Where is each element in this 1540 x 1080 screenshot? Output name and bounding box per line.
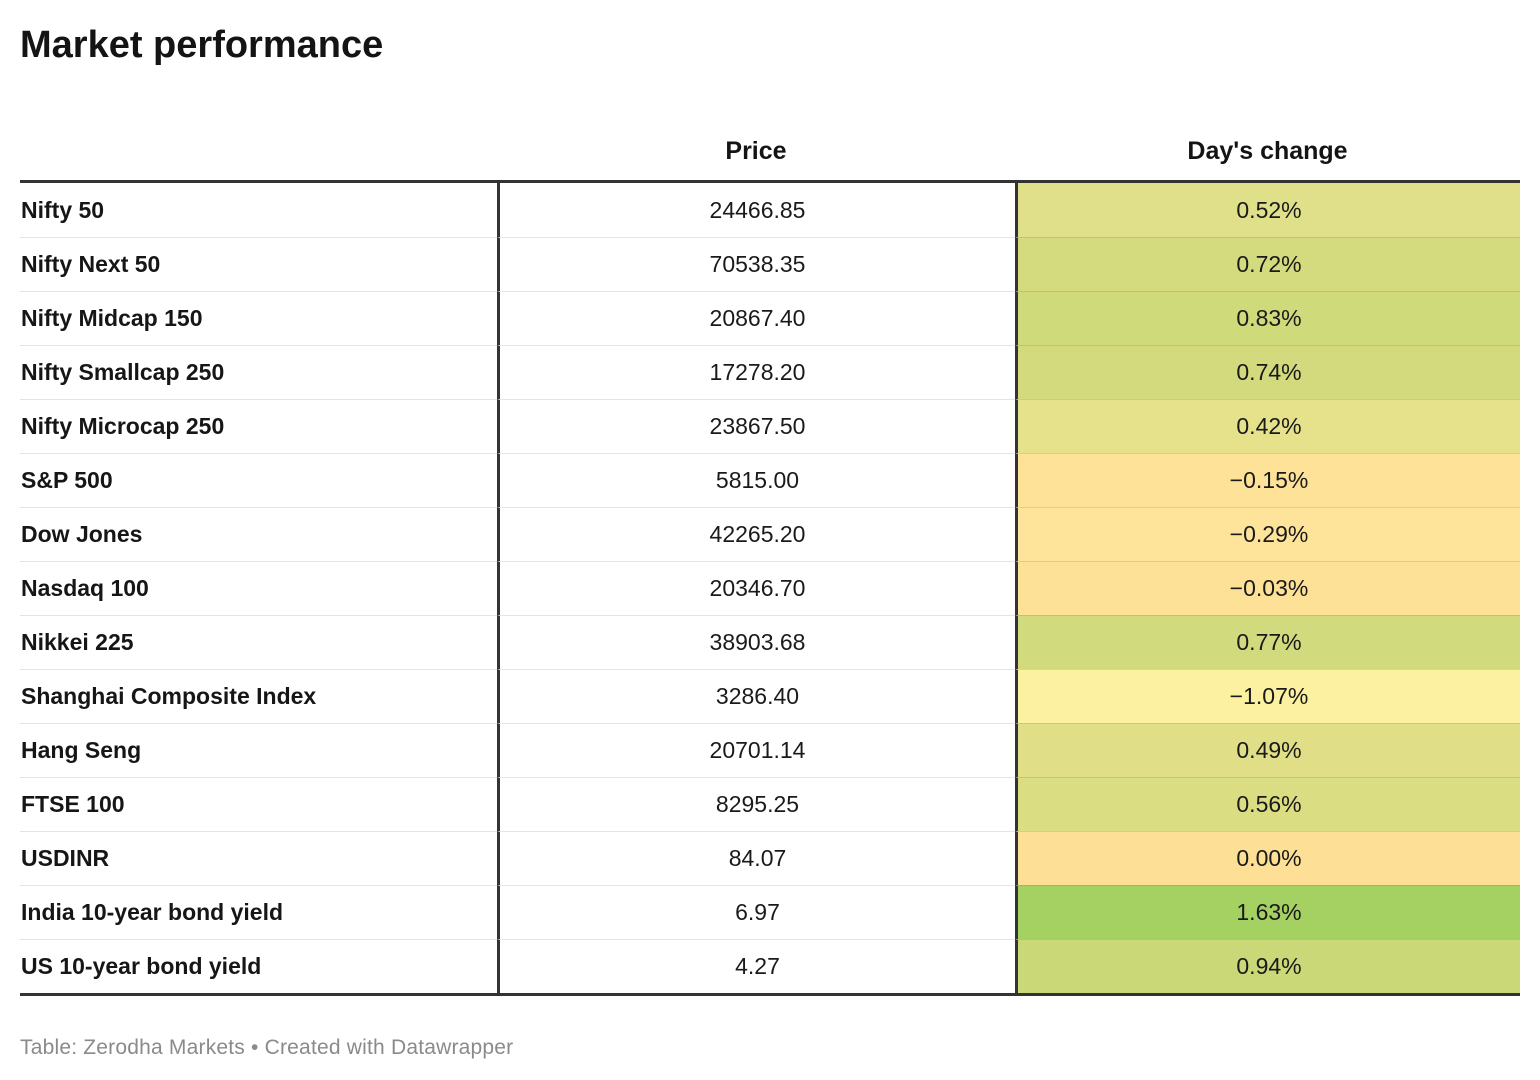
table-row: Nifty Microcap 250 23867.50 0.42%	[20, 399, 1520, 453]
row-price: 84.07	[497, 831, 1015, 885]
table-body: Nifty 50 24466.85 0.52% Nifty Next 50 70…	[20, 183, 1520, 993]
table-row: Dow Jones 42265.20 −0.29%	[20, 507, 1520, 561]
market-table: Nifty 50 24466.85 0.52% Nifty Next 50 70…	[20, 180, 1520, 996]
row-change: −0.29%	[1015, 507, 1520, 561]
column-header-price: Price	[725, 137, 787, 165]
row-price: 24466.85	[497, 183, 1015, 237]
row-change: 0.49%	[1015, 723, 1520, 777]
row-price: 70538.35	[497, 237, 1015, 291]
row-label: Nifty Microcap 250	[20, 399, 497, 453]
row-price: 3286.40	[497, 669, 1015, 723]
table-row: Nifty Smallcap 250 17278.20 0.74%	[20, 345, 1520, 399]
row-label: Dow Jones	[20, 507, 497, 561]
row-label: Nifty Midcap 150	[20, 291, 497, 345]
row-label: Hang Seng	[20, 723, 497, 777]
table-row: Shanghai Composite Index 3286.40 −1.07%	[20, 669, 1520, 723]
row-price: 5815.00	[497, 453, 1015, 507]
row-change: 1.63%	[1015, 885, 1520, 939]
row-label: S&P 500	[20, 453, 497, 507]
table-row: Hang Seng 20701.14 0.49%	[20, 723, 1520, 777]
row-label: Nasdaq 100	[20, 561, 497, 615]
source-attribution: Table: Zerodha Markets • Created with Da…	[20, 1036, 514, 1059]
row-price: 4.27	[497, 939, 1015, 993]
row-change: 0.74%	[1015, 345, 1520, 399]
row-label: US 10-year bond yield	[20, 939, 497, 993]
row-change: −0.15%	[1015, 453, 1520, 507]
table-row: Nifty 50 24466.85 0.52%	[20, 183, 1520, 237]
row-price: 42265.20	[497, 507, 1015, 561]
table-row: S&P 500 5815.00 −0.15%	[20, 453, 1520, 507]
row-label: Nifty 50	[21, 196, 105, 223]
row-label: FTSE 100	[20, 777, 497, 831]
page-title: Market performance	[20, 24, 384, 66]
row-price: 20867.40	[497, 291, 1015, 345]
row-change: −0.03%	[1015, 561, 1520, 615]
row-change: 0.83%	[1015, 291, 1520, 345]
row-change: 0.94%	[1015, 939, 1520, 993]
row-change: 0.52%	[1015, 183, 1520, 237]
table-row: FTSE 100 8295.25 0.56%	[20, 777, 1520, 831]
table-row: India 10-year bond yield 6.97 1.63%	[20, 885, 1520, 939]
row-price: 8295.25	[497, 777, 1015, 831]
row-change: 0.72%	[1015, 237, 1520, 291]
table-row: Nasdaq 100 20346.70 −0.03%	[20, 561, 1520, 615]
table-row: Nifty Next 50 70538.35 0.72%	[20, 237, 1520, 291]
table-row: USDINR 84.07 0.00%	[20, 831, 1520, 885]
table-row: Nikkei 225 38903.68 0.77%	[20, 615, 1520, 669]
row-price: 23867.50	[497, 399, 1015, 453]
row-label: Nifty Next 50	[20, 237, 497, 291]
row-label: USDINR	[20, 831, 497, 885]
row-price: 17278.20	[497, 345, 1015, 399]
row-label: Shanghai Composite Index	[20, 669, 497, 723]
table-header-row: Price Day's change	[20, 68, 1520, 180]
row-change: 0.42%	[1015, 399, 1520, 453]
row-price: 6.97	[497, 885, 1015, 939]
column-header-days-change: Day's change	[1187, 137, 1348, 165]
row-change: 0.00%	[1015, 831, 1520, 885]
row-label: India 10-year bond yield	[20, 885, 497, 939]
row-change: 0.77%	[1015, 615, 1520, 669]
row-change: −1.07%	[1015, 669, 1520, 723]
row-price: 20346.70	[497, 561, 1015, 615]
row-change: 0.56%	[1015, 777, 1520, 831]
table-row: Nifty Midcap 150 20867.40 0.83%	[20, 291, 1520, 345]
row-label: Nikkei 225	[20, 615, 497, 669]
table-row: US 10-year bond yield 4.27 0.94%	[20, 939, 1520, 993]
row-label: Nifty Smallcap 250	[20, 345, 497, 399]
row-price: 38903.68	[497, 615, 1015, 669]
row-price: 20701.14	[497, 723, 1015, 777]
